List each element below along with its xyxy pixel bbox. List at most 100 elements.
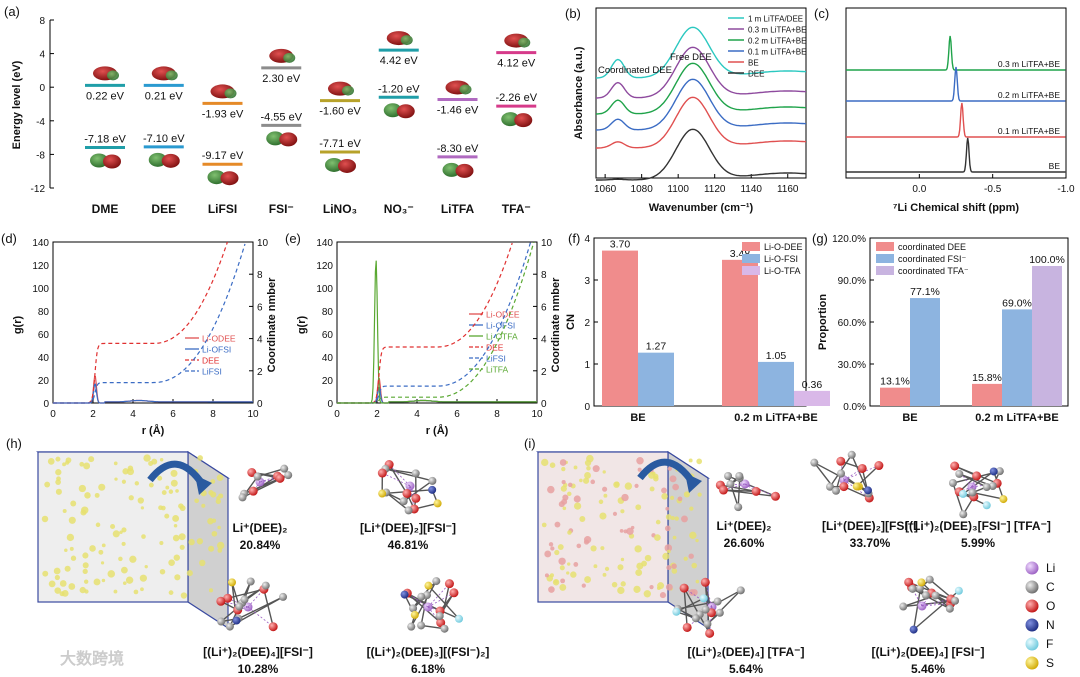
c-atom [409, 604, 418, 613]
lumo-orbital-lobe [400, 35, 413, 46]
solvation-density [664, 525, 671, 532]
homo-orbital-lobe [103, 154, 121, 169]
solvation-density [683, 556, 688, 561]
o-atom [275, 473, 285, 483]
bond [231, 582, 238, 621]
solvation-density [547, 485, 555, 494]
bar-mark [972, 383, 1002, 406]
solvation-density [143, 454, 151, 462]
solvation-density [118, 556, 123, 562]
b-xtick-label: 1100 [667, 184, 689, 195]
bar-mark [1032, 266, 1062, 406]
bond [238, 596, 284, 620]
solvation-density [101, 543, 106, 548]
c-atom [417, 621, 426, 630]
c-atom [235, 602, 244, 611]
o-atom [874, 461, 884, 471]
n-atom [989, 467, 998, 476]
solvation-density [168, 489, 174, 494]
c-atom [736, 586, 745, 595]
solvation-density [159, 568, 166, 575]
solvation-density [94, 492, 100, 498]
homo-energy-label: -7.18 eV [84, 134, 126, 146]
o-atom [770, 491, 780, 501]
solvation-density [602, 486, 608, 492]
bar-ytick-label: 2 [584, 318, 590, 329]
rdf-xtick-label: 10 [247, 409, 259, 420]
solvation-density [654, 534, 661, 541]
lumo-orbital-lobe [283, 52, 296, 63]
watermark: 大数跨境 [60, 649, 124, 668]
bond [723, 489, 776, 497]
solvation-density [604, 566, 610, 571]
bar-mark [758, 361, 794, 406]
rdf-xtick-label: 2 [374, 409, 380, 420]
solvation-density [128, 495, 134, 501]
rdf-legend-label: LiFSI [202, 367, 222, 377]
solvation-density [159, 541, 164, 546]
o-atom [972, 471, 982, 481]
curved-arrow-head [685, 473, 702, 493]
solvation-density [42, 570, 49, 577]
bond [388, 464, 408, 494]
bond [843, 485, 870, 499]
c-atom [847, 450, 856, 459]
element-legend-dot [1025, 618, 1039, 632]
lumo-orbital-lobe [107, 70, 119, 81]
solvation-density [59, 580, 67, 587]
c-atom [411, 469, 420, 478]
o-atom [444, 579, 454, 589]
solvation-density [137, 497, 144, 504]
solvation-density [612, 511, 618, 516]
solvation-density [168, 590, 174, 595]
solvation-density [598, 499, 604, 505]
solvation-density [671, 568, 678, 574]
solvation-density [656, 586, 661, 590]
rdf-y2tick-label: 2 [541, 367, 547, 378]
solvation-density [133, 589, 139, 595]
solvation-density [83, 579, 89, 584]
solvation-density [560, 485, 567, 492]
box-front-face [537, 451, 669, 603]
solvation-density [62, 462, 66, 467]
coordination-bond [388, 464, 411, 487]
solvation-density [173, 554, 180, 561]
bar-ylabel: CN [565, 314, 577, 330]
lumo-energy-label: 2.30 eV [262, 73, 301, 85]
o-atom [682, 622, 692, 632]
element-legend-label: C [1046, 580, 1055, 594]
f-atom [672, 607, 681, 616]
lumo-energy-label: -1.93 eV [202, 108, 244, 120]
cluster-formula: [Li⁺(DEE)₂][FSI⁻] [360, 521, 456, 535]
solvation-density [593, 564, 598, 569]
c-atom [988, 482, 997, 491]
c-atom [899, 602, 908, 611]
b-spectrum-line [596, 26, 807, 79]
solvation-density [101, 578, 106, 583]
rdf-legend-label: Li-ODEE [486, 310, 520, 320]
solvation-density [635, 504, 642, 511]
rdf-xtick-label: 10 [531, 409, 543, 420]
homo-orbital-lobe [325, 157, 343, 172]
lumo-energy-label: 4.42 eV [380, 55, 419, 67]
b-spectrum-line [596, 128, 807, 181]
solvation-density [172, 534, 180, 542]
solvation-density [208, 545, 215, 552]
b-xtick-label: 1160 [777, 184, 799, 195]
solvation-density [620, 509, 625, 514]
bar-mark [910, 298, 940, 406]
solvation-density [82, 552, 89, 559]
solvation-density [68, 516, 76, 524]
c-atom [982, 483, 991, 492]
bar-value-label: 100.0% [1029, 254, 1065, 266]
solvation-density [567, 530, 572, 535]
bond [851, 454, 870, 494]
c-atom [951, 596, 960, 605]
solvation-density [633, 585, 641, 593]
solvation-density [661, 493, 668, 500]
homo-orbital-lobe [90, 153, 108, 168]
solvation-density [541, 522, 547, 528]
f-atom [954, 586, 963, 595]
homo-orbital-lobe [279, 132, 298, 147]
solvation-density [134, 481, 140, 486]
